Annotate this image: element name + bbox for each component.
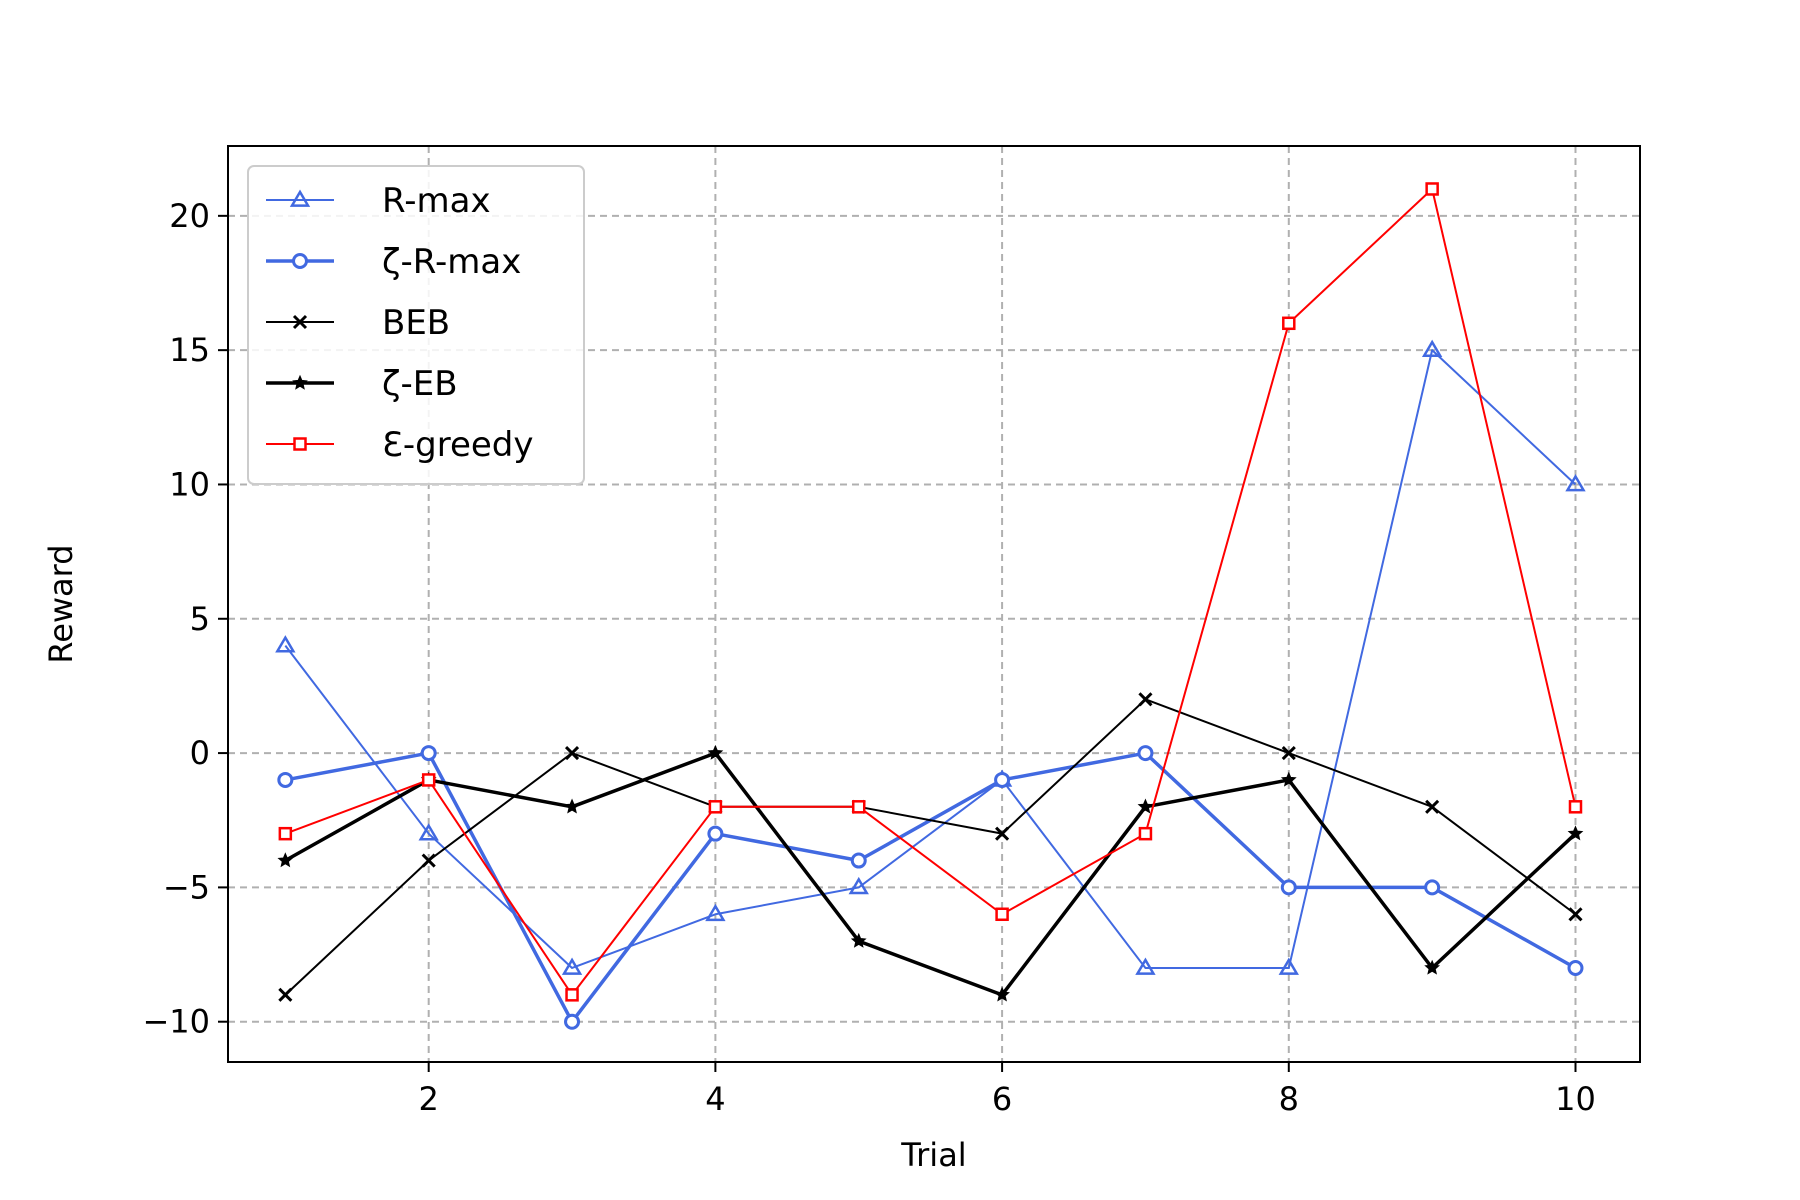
data-point — [1278, 957, 1299, 975]
data-point — [705, 903, 726, 922]
data-point — [850, 852, 867, 869]
series-line — [284, 751, 1577, 997]
legend-entry: R-max — [266, 181, 491, 221]
data-point — [1280, 879, 1297, 896]
series-layer — [275, 182, 1586, 1030]
series-line — [284, 349, 1577, 969]
data-point — [561, 957, 583, 975]
data-point — [994, 771, 1011, 788]
data-point — [1138, 692, 1153, 707]
data-point — [707, 825, 724, 842]
data-point — [275, 635, 296, 653]
series-4 — [278, 182, 1583, 1002]
data-point — [278, 826, 293, 841]
legend-entry: BEB — [266, 303, 450, 343]
data-point — [277, 852, 294, 868]
legend-label: ζ-EB — [382, 364, 458, 404]
series-line — [284, 187, 1577, 996]
data-point — [1137, 745, 1154, 762]
data-point — [1567, 825, 1584, 841]
y-tick-label: 0 — [190, 734, 210, 772]
data-point — [1425, 799, 1440, 814]
y-tick-label: −10 — [142, 1003, 210, 1041]
legend-marker — [293, 437, 307, 451]
data-point — [1424, 879, 1441, 896]
data-point — [1280, 771, 1297, 787]
x-tick-label: 8 — [1279, 1080, 1299, 1118]
legend-marker — [292, 253, 308, 269]
y-tick-label: −5 — [163, 868, 210, 906]
legend-entry: Ɛ-greedy — [266, 425, 534, 465]
data-point — [421, 773, 436, 787]
y-tick-label: 5 — [190, 600, 210, 638]
data-point — [995, 826, 1010, 841]
legend-entry: ζ-EB — [266, 364, 458, 404]
data-point — [565, 988, 579, 1002]
data-point — [1568, 800, 1583, 814]
data-point — [1565, 473, 1586, 492]
y-tick-label: 10 — [169, 465, 210, 503]
data-point — [1281, 746, 1296, 761]
data-point — [848, 876, 869, 895]
data-point — [1424, 959, 1441, 975]
data-point — [1138, 826, 1153, 841]
legend-label: BEB — [382, 303, 450, 343]
data-point — [277, 771, 294, 788]
x-tick-label: 6 — [992, 1080, 1012, 1118]
data-point — [850, 932, 867, 948]
data-point — [421, 853, 436, 868]
data-point — [1421, 339, 1443, 358]
legend-marker — [289, 189, 311, 207]
data-point — [707, 744, 724, 760]
x-tick-label: 10 — [1555, 1080, 1596, 1118]
legend-entry: ζ-R-max — [266, 242, 521, 282]
legend-marker — [292, 374, 308, 390]
data-point — [851, 800, 866, 814]
data-point — [1135, 957, 1156, 975]
data-point — [564, 798, 580, 814]
x-tick-label: 2 — [419, 1080, 439, 1118]
legend-label: Ɛ-greedy — [382, 425, 534, 465]
data-point — [994, 986, 1010, 1002]
legend-label: R-max — [382, 181, 491, 221]
x-tick-label: 4 — [705, 1080, 725, 1118]
x-axis-title: Trial — [900, 1136, 966, 1174]
data-point — [564, 1013, 581, 1030]
data-point — [708, 800, 723, 814]
plot-frame — [227, 145, 1641, 1063]
data-point — [1282, 316, 1296, 331]
legend-box — [247, 165, 585, 485]
legend: R-max ζ-R-max BEB ζ-EB Ɛ-greedy — [247, 165, 585, 485]
data-point — [1137, 798, 1154, 814]
legend-marker — [292, 314, 308, 330]
data-point — [278, 987, 293, 1002]
data-point — [1568, 907, 1583, 922]
data-point — [995, 907, 1009, 922]
data-point — [420, 745, 437, 762]
y-tick-label: 15 — [169, 331, 210, 369]
series-line — [284, 698, 1577, 996]
data-point — [564, 746, 580, 761]
data-point — [418, 823, 439, 841]
data-point — [1567, 959, 1584, 976]
axis-ticks: 2 4 6 8 10 −10 −5 0 5 10 15 20 — [142, 197, 1595, 1118]
legend-label: ζ-R-max — [382, 242, 521, 282]
y-tick-label: 20 — [169, 197, 210, 235]
data-point — [1425, 182, 1439, 196]
y-axis-title: Reward — [42, 544, 80, 663]
